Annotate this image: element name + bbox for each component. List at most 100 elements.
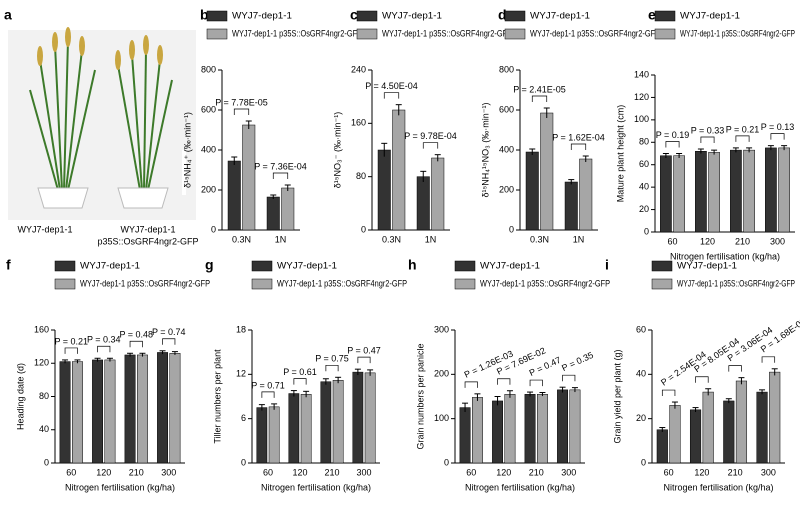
legend-swatch	[54, 278, 76, 290]
y-axis-label: Grain yield per plant (g)	[612, 349, 622, 443]
photo-panel: a WYJ7-dep1-1 WYJ7-dep1-1 p35S::OsGRF4ng…	[4, 7, 199, 247]
x-tick-label: 210	[728, 467, 743, 477]
bar	[352, 371, 364, 464]
bar	[723, 400, 735, 464]
significance-bracket	[735, 135, 750, 142]
x-axis-label: Nitrogen fertilisation (kg/ha)	[261, 482, 371, 492]
significance-bracket	[293, 378, 307, 385]
caption: WYJ7-dep1-1	[17, 224, 72, 234]
y-tick-label: 100	[634, 114, 649, 124]
legend-label: WYJ7-dep1-1	[530, 10, 590, 20]
y-tick-label: 400	[201, 144, 216, 154]
y-tick-label: 0	[361, 224, 366, 234]
caption: WYJ7-dep1-1	[120, 224, 175, 234]
x-tick-label: 300	[356, 467, 371, 477]
panel-letter: b	[200, 7, 209, 23]
legend-label: WYJ7-dep1-1	[80, 260, 140, 270]
y-tick-label: 40	[39, 424, 49, 434]
p-value: P = 0.61	[283, 367, 317, 377]
panel-letter: e	[648, 7, 656, 23]
p-value: P = 0.75	[315, 354, 349, 364]
bar	[459, 407, 471, 464]
bar	[524, 394, 536, 464]
bar	[256, 407, 268, 464]
p-value: P = 0.21	[726, 124, 760, 134]
bar	[557, 389, 568, 464]
bar	[492, 400, 504, 464]
bar	[472, 397, 483, 464]
significance-bracket	[233, 108, 250, 115]
significance-bracket	[770, 133, 785, 140]
y-tick-label: 800	[201, 64, 216, 74]
legend-label: WYJ7-dep1-1	[680, 10, 740, 20]
bar	[92, 359, 103, 464]
bar	[743, 149, 755, 233]
significance-bracket	[261, 391, 275, 398]
bar	[227, 160, 241, 231]
bar	[569, 389, 581, 464]
y-tick-label: 160	[351, 118, 366, 128]
y-tick-label: 300	[434, 324, 449, 334]
bar	[416, 176, 430, 231]
significance-bracket	[97, 345, 111, 353]
p-value: P = 4.50E-04	[365, 81, 418, 91]
x-tick-label: 60	[66, 467, 76, 477]
significance-bracket	[661, 389, 676, 397]
p-value: P = 9.78E-04	[404, 131, 457, 141]
bar	[702, 391, 714, 464]
y-tick-label: 6	[241, 413, 246, 423]
x-tick-label: 60	[664, 467, 674, 477]
p-value: P = 0.34	[87, 335, 121, 345]
plant-left	[29, 39, 96, 191]
bar	[504, 394, 516, 464]
legend-swatch	[206, 28, 228, 40]
x-tick-label: 0.3N	[232, 234, 251, 244]
x-tick-label: 0.3N	[530, 234, 549, 244]
x-tick-label: 60	[263, 467, 273, 477]
significance-bracket	[64, 347, 78, 354]
bar	[72, 361, 83, 464]
y-tick-label: 0	[241, 457, 246, 467]
bar	[268, 406, 280, 464]
pot	[37, 187, 89, 209]
x-tick-label: 120	[96, 467, 111, 477]
bar	[689, 409, 702, 464]
x-tick-label: 300	[770, 236, 785, 246]
y-tick-label: 120	[34, 358, 49, 368]
y-tick-label: 200	[499, 184, 514, 194]
legend-label: WYJ7-dep1-1 p35S::OsGRF4ngr2-GFP	[677, 278, 795, 288]
x-tick-label: 60	[667, 236, 677, 246]
significance-bracket	[357, 356, 371, 364]
legend-swatch	[651, 260, 673, 272]
bar	[669, 405, 681, 464]
y-tick-label: 240	[351, 64, 366, 74]
bar	[564, 181, 578, 231]
legend-label: WYJ7-dep1-1	[677, 260, 737, 270]
bar	[300, 394, 312, 464]
significance-bracket	[665, 141, 680, 148]
legend-swatch	[454, 278, 476, 290]
legend-swatch	[251, 260, 273, 272]
panel-letter: c	[350, 7, 358, 23]
bar	[756, 391, 768, 464]
bar	[708, 152, 720, 233]
y-tick-label: 600	[499, 104, 514, 114]
p-value: P = 0.33	[691, 125, 725, 135]
y-tick-label: 100	[434, 413, 449, 423]
x-tick-label: 300	[561, 467, 576, 477]
x-tick-label: 300	[761, 467, 776, 477]
bar	[537, 394, 548, 464]
p-value: P = 0.47	[347, 346, 381, 356]
y-tick-label: 40	[636, 369, 646, 379]
p-value: P = 7.78E-05	[215, 97, 268, 107]
y-tick-label: 140	[634, 69, 649, 79]
legend-swatch	[356, 28, 378, 40]
bar	[540, 112, 554, 231]
significance-bracket	[129, 340, 143, 348]
y-tick-label: 0	[444, 457, 449, 467]
p-value: P = 0.13	[761, 122, 795, 132]
